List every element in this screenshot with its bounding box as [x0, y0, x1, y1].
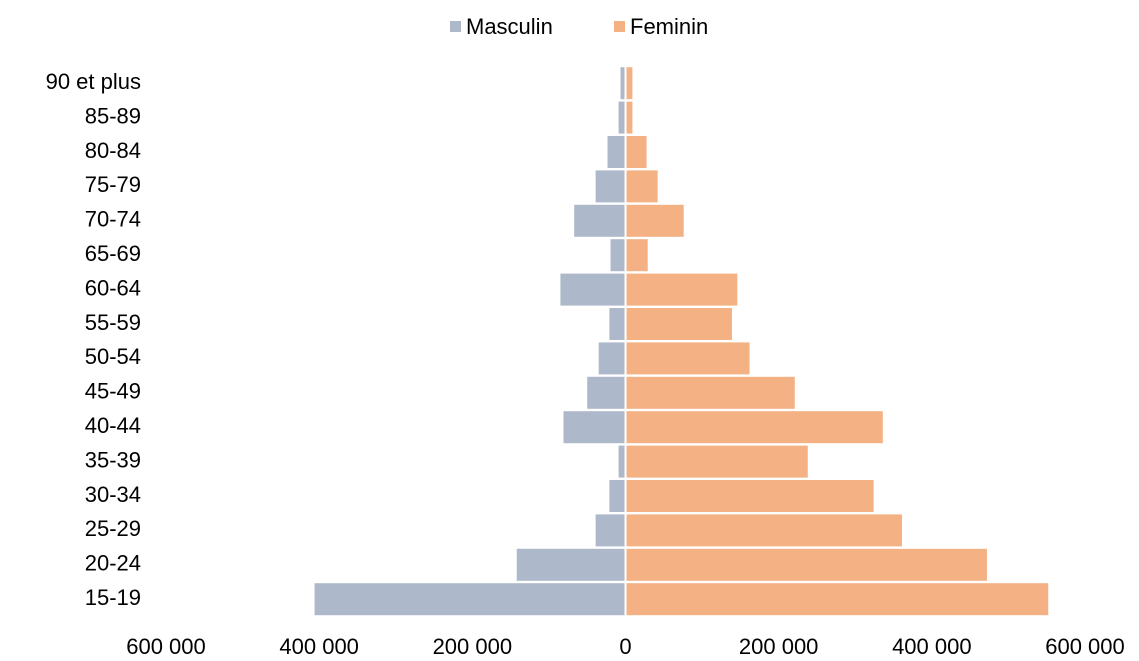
bar [560, 273, 626, 306]
bar [625, 514, 902, 547]
bar [609, 308, 626, 340]
bar [314, 583, 626, 616]
legend-swatch [614, 21, 625, 32]
bar [563, 411, 626, 444]
bar [625, 204, 684, 237]
y-tick-label: 65-69 [85, 241, 141, 266]
bar [620, 67, 626, 100]
bar [625, 170, 658, 203]
bar [625, 342, 750, 375]
y-tick-label: 55-59 [85, 310, 141, 335]
bar [595, 514, 626, 547]
x-tick-label: 600 000 [126, 634, 206, 659]
x-tick-label: 200 000 [739, 634, 819, 659]
bar [625, 445, 808, 478]
bar [625, 583, 1049, 616]
x-tick-label: 400 000 [892, 634, 972, 659]
x-tick-label: 0 [619, 634, 631, 659]
y-tick-label: 90 et plus [46, 69, 141, 94]
bar [516, 548, 626, 581]
bar [587, 376, 626, 409]
bar [625, 480, 874, 512]
y-tick-label: 30-34 [85, 482, 141, 507]
bar [625, 308, 732, 340]
bar [625, 136, 647, 168]
bar [625, 67, 633, 100]
y-tick-label: 20-24 [85, 551, 141, 576]
y-tick-label: 70-74 [85, 207, 141, 232]
x-tick-label: 200 000 [433, 634, 513, 659]
y-tick-label: 40-44 [85, 413, 141, 438]
bar [574, 204, 626, 237]
x-tick-label: 600 000 [1045, 634, 1125, 659]
y-tick-label: 35-39 [85, 447, 141, 472]
y-tick-label: 50-54 [85, 344, 141, 369]
bar [598, 342, 626, 375]
bar [618, 445, 626, 478]
y-tick-label: 25-29 [85, 516, 141, 541]
y-tick-label: 80-84 [85, 138, 141, 163]
bar [625, 239, 648, 272]
bar [610, 239, 626, 272]
legend-swatch [450, 21, 461, 32]
legend-label: Feminin [630, 14, 708, 39]
bar [618, 101, 626, 134]
bar [625, 548, 987, 581]
x-tick-label: 400 000 [279, 634, 359, 659]
bar [609, 480, 626, 512]
bar [625, 376, 795, 409]
bar [595, 170, 626, 203]
bar [625, 411, 883, 444]
y-tick-label: 60-64 [85, 275, 141, 300]
bar [625, 101, 633, 134]
y-tick-label: 85-89 [85, 103, 141, 128]
bar [607, 136, 626, 168]
y-tick-label: 15-19 [85, 585, 141, 610]
y-tick-label: 45-49 [85, 379, 141, 404]
y-tick-label: 75-79 [85, 172, 141, 197]
bar [625, 273, 738, 306]
legend-label: Masculin [466, 14, 553, 39]
